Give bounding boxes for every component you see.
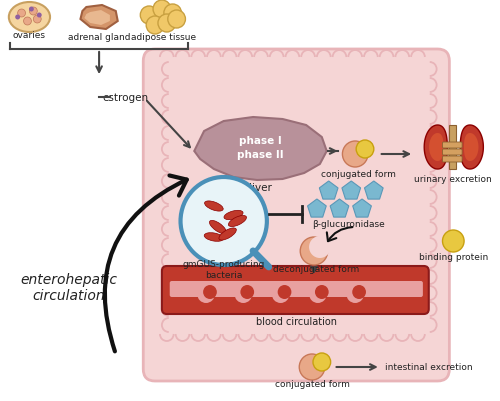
Polygon shape (460, 126, 483, 170)
Circle shape (158, 15, 176, 33)
FancyBboxPatch shape (162, 266, 429, 314)
Circle shape (180, 178, 267, 265)
Text: intestinal excretion: intestinal excretion (384, 363, 472, 372)
Circle shape (203, 285, 217, 299)
Text: estrogen: estrogen (102, 93, 148, 103)
Circle shape (34, 16, 41, 24)
Circle shape (313, 353, 330, 371)
Circle shape (153, 1, 170, 19)
Text: phase I
phase II: phase I phase II (236, 136, 284, 159)
Circle shape (278, 285, 291, 299)
Polygon shape (424, 126, 448, 170)
Circle shape (346, 285, 364, 303)
Circle shape (18, 10, 25, 18)
Circle shape (240, 285, 254, 299)
Text: urinary excretion: urinary excretion (414, 175, 492, 184)
Circle shape (30, 8, 38, 16)
Circle shape (29, 8, 34, 12)
Circle shape (342, 142, 368, 168)
Text: β-glucuronidase: β-glucuronidase (312, 220, 384, 229)
Text: conjugated form: conjugated form (274, 380, 349, 389)
Ellipse shape (204, 201, 223, 212)
Ellipse shape (219, 228, 236, 241)
FancyBboxPatch shape (450, 126, 456, 170)
Circle shape (309, 237, 330, 258)
FancyBboxPatch shape (143, 50, 450, 381)
Circle shape (315, 285, 328, 299)
Circle shape (15, 16, 20, 20)
FancyBboxPatch shape (442, 157, 462, 162)
Ellipse shape (228, 216, 246, 227)
Circle shape (168, 11, 186, 29)
Circle shape (356, 141, 374, 159)
Circle shape (234, 285, 252, 303)
Text: ovaries: ovaries (13, 31, 46, 41)
Ellipse shape (204, 233, 224, 242)
Circle shape (37, 14, 42, 18)
Text: gmGUS-producing
bacteria: gmGUS-producing bacteria (182, 259, 265, 279)
Circle shape (309, 285, 326, 303)
Polygon shape (194, 118, 326, 180)
Circle shape (352, 285, 366, 299)
Circle shape (164, 5, 182, 23)
Text: binding protein: binding protein (418, 253, 488, 262)
Ellipse shape (9, 3, 50, 33)
Circle shape (272, 285, 289, 303)
Text: adrenal gland: adrenal gland (68, 32, 130, 41)
Circle shape (300, 354, 325, 380)
Text: liver: liver (248, 182, 272, 192)
Circle shape (140, 7, 158, 25)
FancyBboxPatch shape (442, 143, 462, 149)
Text: deconjugated form: deconjugated form (273, 265, 359, 274)
Polygon shape (464, 134, 478, 162)
Circle shape (197, 285, 215, 303)
FancyArrowPatch shape (105, 176, 187, 352)
Circle shape (442, 231, 464, 252)
Text: blood circulation: blood circulation (256, 316, 337, 326)
Polygon shape (84, 11, 110, 26)
Polygon shape (80, 6, 118, 30)
Ellipse shape (224, 211, 243, 220)
Polygon shape (429, 134, 444, 162)
Circle shape (24, 18, 32, 26)
Text: enterohepatic
circulation: enterohepatic circulation (20, 272, 117, 302)
Ellipse shape (210, 221, 226, 234)
FancyArrowPatch shape (327, 227, 352, 241)
Text: adipose tissue: adipose tissue (132, 32, 196, 41)
FancyBboxPatch shape (170, 281, 423, 297)
FancyBboxPatch shape (442, 150, 462, 156)
Circle shape (146, 17, 164, 35)
Circle shape (300, 237, 328, 265)
Text: conjugated form: conjugated form (320, 170, 396, 179)
